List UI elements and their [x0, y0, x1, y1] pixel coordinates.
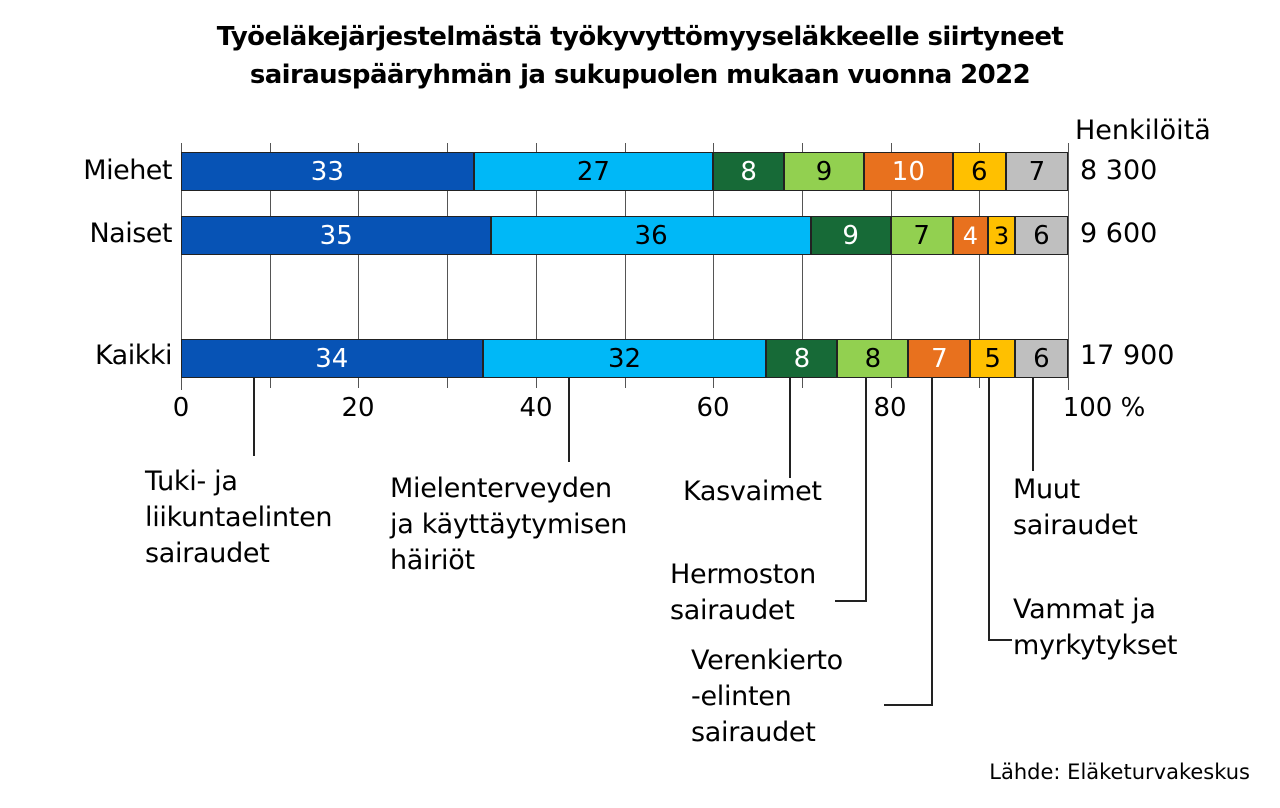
chart-title: Työeläkejärjestelmästä työkyvyttömyyselä… [216, 22, 1064, 90]
leader-line-vammat [988, 378, 990, 640]
total-miehet: 8 300 [1080, 155, 1158, 186]
bar-segment: 6 [1014, 216, 1068, 255]
total-kaikki: 17 900 [1080, 340, 1175, 371]
bar-segment: 10 [863, 152, 953, 191]
leader-line-muut [1032, 378, 1034, 471]
bar-segment: 8 [713, 152, 785, 191]
leader-line-verenkierto [931, 378, 933, 706]
legend-label-hermosto: Hermoston sairaudet [670, 559, 816, 626]
category-label-kaikki: Kaikki [94, 340, 173, 371]
gridline [801, 143, 803, 388]
bar-segment: 8 [837, 339, 909, 378]
leader-line-mielenterveys [568, 378, 570, 462]
bar-segment: 35 [181, 216, 492, 255]
bar-naiset: 35 36 9 7 4 3 6 [181, 216, 1068, 255]
bar-kaikki: 34 32 8 8 7 5 6 [181, 339, 1068, 378]
x-tick-80: 80 [873, 393, 907, 423]
legend-label-mielenterveys: Mielenterveyden ja käyttäytymisen häiriö… [390, 473, 628, 576]
x-tick-60: 60 [696, 393, 730, 423]
bar-segment: 5 [970, 339, 1015, 378]
bar-segment: 4 [952, 216, 989, 255]
gridline [535, 143, 537, 388]
legend-label-verenkierto: Verenkierto -elinten sairaudet [691, 645, 843, 748]
bar-segment: 36 [491, 216, 811, 255]
bar-segment: 6 [952, 152, 1006, 191]
bar-segment: 33 [181, 152, 474, 191]
bar-segment: 8 [766, 339, 838, 378]
gridline [890, 143, 892, 388]
gridline [447, 143, 449, 388]
category-label-naiset: Naiset [89, 218, 172, 249]
bar-segment: 7 [890, 216, 953, 255]
gridline [1068, 143, 1069, 390]
bar-segment: 6 [1014, 339, 1068, 378]
leader-line-tuki [253, 378, 255, 456]
gridline [713, 143, 715, 388]
totals-header: Henkilöitä [1075, 115, 1211, 146]
gridline [624, 143, 626, 388]
gridline [358, 143, 360, 388]
gridline [269, 143, 271, 388]
x-tick-40: 40 [519, 393, 553, 423]
x-tick-20: 20 [341, 393, 375, 423]
bar-miehet: 33 27 8 9 10 6 7 [181, 152, 1068, 191]
total-naiset: 9 600 [1080, 218, 1158, 249]
x-tick-0: 0 [172, 393, 190, 423]
bar-segment: 32 [482, 339, 767, 378]
legend-label-muut: Muut sairaudet [1013, 474, 1138, 541]
bar-segment: 9 [810, 216, 891, 255]
gridline [181, 143, 182, 390]
legend-label-vammat: Vammat ja myrkytykset [1013, 594, 1178, 661]
gridline [979, 143, 981, 388]
source-note: Lähde: Eläketurvakeskus [989, 760, 1250, 784]
legend-label-tuki: Tuki- ja liikuntaelinten sairaudet [145, 466, 333, 569]
legend-label-kasvaimet: Kasvaimet [683, 476, 822, 507]
leader-line-hermosto [865, 378, 867, 602]
bar-segment: 34 [181, 339, 483, 378]
category-label-miehet: Miehet [83, 155, 172, 186]
bar-segment: 7 [1005, 152, 1068, 191]
bar-segment: 27 [473, 152, 714, 191]
leader-line-kasvaimet [789, 378, 791, 478]
bar-segment: 9 [784, 152, 864, 191]
bar-segment: 3 [988, 216, 1015, 255]
x-tick-100: 100 % [1062, 393, 1146, 423]
bar-segment: 7 [908, 339, 971, 378]
